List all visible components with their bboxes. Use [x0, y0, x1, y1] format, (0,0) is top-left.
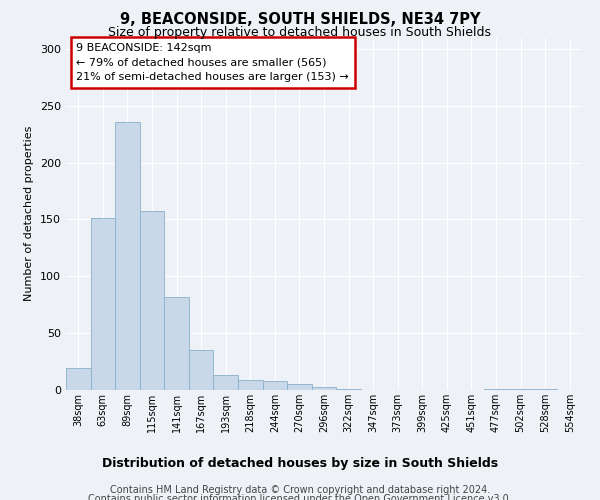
- Text: Distribution of detached houses by size in South Shields: Distribution of detached houses by size …: [102, 458, 498, 470]
- Bar: [91, 218, 115, 390]
- Bar: [263, 381, 287, 390]
- Bar: [287, 384, 312, 390]
- Bar: [533, 389, 557, 390]
- Text: Contains HM Land Registry data © Crown copyright and database right 2024.: Contains HM Land Registry data © Crown c…: [110, 485, 490, 495]
- Text: 9, BEACONSIDE, SOUTH SHIELDS, NE34 7PY: 9, BEACONSIDE, SOUTH SHIELDS, NE34 7PY: [120, 12, 480, 28]
- Text: Contains public sector information licensed under the Open Government Licence v3: Contains public sector information licen…: [88, 494, 512, 500]
- Bar: [189, 350, 214, 390]
- Bar: [140, 212, 164, 390]
- Text: Size of property relative to detached houses in South Shields: Size of property relative to detached ho…: [109, 26, 491, 39]
- Bar: [214, 375, 238, 390]
- Bar: [115, 122, 140, 390]
- Bar: [336, 389, 361, 390]
- Bar: [66, 368, 91, 390]
- Bar: [238, 380, 263, 390]
- Bar: [312, 386, 336, 390]
- Text: 9 BEACONSIDE: 142sqm
← 79% of detached houses are smaller (565)
21% of semi-deta: 9 BEACONSIDE: 142sqm ← 79% of detached h…: [76, 43, 349, 82]
- Bar: [484, 389, 508, 390]
- Y-axis label: Number of detached properties: Number of detached properties: [25, 126, 34, 302]
- Bar: [508, 389, 533, 390]
- Bar: [164, 297, 189, 390]
